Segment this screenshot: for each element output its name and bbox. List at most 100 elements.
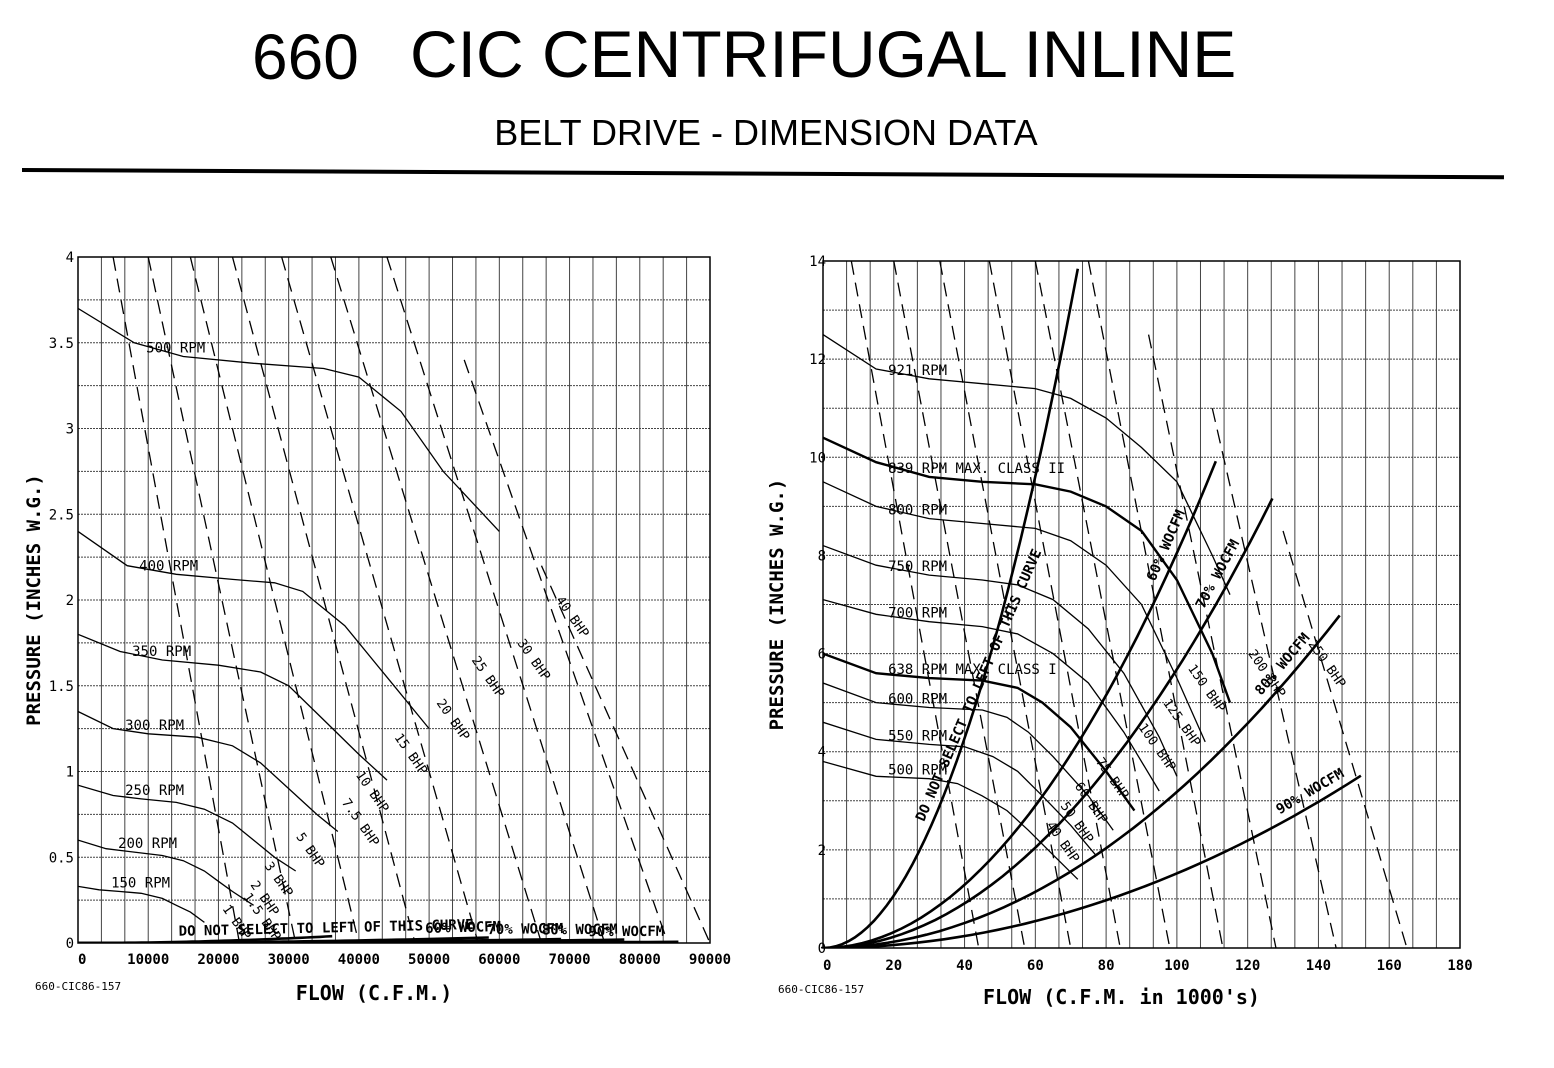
rpm-curve: [78, 633, 388, 781]
rpm-curve: [78, 307, 500, 532]
rpm-curve: [823, 652, 1136, 812]
rpm-curve: [78, 885, 205, 923]
rpm-curve: [823, 436, 1232, 704]
x-tick-label: 140: [1306, 958, 1331, 974]
rpm-curve-label: 300 RPM: [125, 718, 184, 734]
x-tick-label: 40: [956, 958, 973, 974]
bhp-dashed-line: [1087, 261, 1224, 948]
page-subtitle: BELT DRIVE - DIMENSION DATA: [494, 112, 1038, 153]
y-tick-label: 1.5: [49, 679, 74, 695]
right-chart-cfm-thousands: 921 RPM 839 RPM MAX. CLASS II 800 RPM 750 R…: [766, 254, 1473, 1009]
rpm-curve-label: 700 RPM: [888, 606, 947, 622]
rpm-curve: [78, 710, 339, 833]
x-tick-label: 40000: [338, 952, 380, 968]
bhp-dashed-line: [112, 257, 241, 943]
x-axis-label: FLOW (C.F.M. in 1000's): [983, 985, 1260, 1009]
y-axis-label: PRESSURE (INCHES W.G.): [766, 479, 788, 731]
y-tick-label: 3.5: [49, 336, 74, 352]
rpm-curve-label: 250 RPM: [125, 783, 184, 799]
rpm-curve-label: 150 RPM: [111, 876, 170, 892]
x-tick-label: 0: [823, 958, 831, 974]
bhp-dashed-line: [540, 565, 710, 943]
system-curve-label: DO NOT SELECT TO LEFT OF THIS CURVE: [913, 547, 1045, 824]
page-header: 660 CIC CENTRIFUGAL INLINE BELT DRIVE - …: [0, 0, 1554, 200]
bhp-dashed-line: [988, 261, 1121, 948]
system-curve-label: 90% WOCFM: [588, 924, 664, 940]
bhp-dashed-line: [850, 261, 980, 948]
rpm-curve: [78, 530, 430, 730]
rpm-curve-label: 350 RPM: [132, 644, 191, 660]
x-tick-label: 0: [78, 952, 86, 968]
system-curve-label: 60% WOCFM: [1144, 508, 1189, 584]
y-tick-label: 8: [818, 548, 826, 564]
rpm-curve-label: 200 RPM: [118, 836, 177, 852]
system-curve-label: 70% WOCFM: [487, 921, 563, 938]
rpm-curve: [823, 598, 1160, 792]
rpm-curve-label: 800 RPM: [888, 503, 947, 519]
y-tick-label: 4: [818, 745, 826, 761]
rpm-curve: [78, 784, 297, 872]
bhp-dashed-line: [893, 261, 1026, 948]
y-tick-label: 1: [66, 765, 74, 781]
x-tick-label: 180: [1447, 958, 1472, 974]
y-tick-label: 2: [818, 843, 826, 859]
bhp-dashed-line: [231, 257, 416, 943]
bhp-label: 5 BHP: [292, 830, 327, 871]
rpm-curve: [823, 760, 1079, 880]
bhp-dashed-line: [463, 359, 669, 943]
y-tick-label: 10: [809, 450, 826, 466]
x-tick-label: 70000: [548, 952, 590, 968]
x-tick-label: 20000: [197, 952, 239, 968]
model-number: 660: [252, 21, 359, 93]
y-tick-label: 0: [818, 941, 826, 957]
rpm-curve-label: 500 RPM: [146, 340, 205, 356]
system-curve: [823, 614, 1341, 948]
y-tick-label: 2: [66, 593, 74, 609]
bhp-dashed-line: [1282, 530, 1408, 948]
plot-frame: [822, 260, 1461, 949]
rpm-curve: [823, 682, 1114, 831]
system-curve: [823, 460, 1218, 948]
rpm-curve-label: 550 RPM: [888, 728, 947, 744]
system-curve: [78, 940, 679, 943]
bhp-dashed-line: [330, 257, 543, 943]
x-tick-label: 100: [1164, 958, 1189, 974]
x-axis-label: FLOW (C.F.M.): [296, 981, 453, 1005]
y-tick-label: 0.5: [49, 850, 74, 866]
rpm-curve-label: 839 RPM MAX. CLASS II: [888, 461, 1065, 477]
system-curve: [823, 774, 1362, 948]
rpm-curve-label: 600 RPM: [888, 692, 947, 708]
rpm-curve-label: 750 RPM: [888, 559, 947, 575]
rpm-curve-label: 638 RPM MAX. CLASS I: [888, 662, 1057, 678]
y-tick-label: 12: [809, 352, 826, 368]
plot-area: [823, 261, 1408, 948]
plot-area: [78, 257, 710, 943]
bhp-label: 100 BHP: [1135, 721, 1179, 775]
y-tick-label: 3: [66, 422, 74, 438]
rpm-curve: [78, 839, 254, 906]
drawing-code: 660-CIC86-157: [778, 983, 864, 996]
bhp-dashed-line: [1211, 408, 1337, 948]
bhp-dashed-line: [1147, 334, 1277, 948]
rpm-curve: [823, 334, 1231, 595]
x-tick-label: 60: [1027, 958, 1044, 974]
x-tick-label: 30000: [268, 952, 310, 968]
y-tick-label: 4: [66, 250, 74, 266]
system-curve-label: DO NOT SELECT TO LEFT OF THIS CURVE: [178, 917, 473, 940]
bhp-label: 25 BHP: [468, 654, 507, 701]
system-curve-label: 60% WOCFM: [425, 919, 501, 937]
x-tick-label: 120: [1235, 958, 1260, 974]
x-tick-label: 80000: [619, 952, 661, 968]
y-tick-label: 6: [818, 647, 826, 663]
page-title: CIC CENTRIFUGAL INLINE: [410, 17, 1237, 91]
y-tick-label: 14: [809, 254, 826, 270]
rpm-curve-label: 921 RPM: [888, 363, 947, 379]
y-tick-label: 2.5: [49, 507, 74, 523]
x-tick-label: 10000: [127, 952, 169, 968]
bhp-label: 150 BHP: [1184, 662, 1228, 716]
y-axis-label: PRESSURE (INCHES W.G.): [23, 474, 45, 726]
rpm-curve: [823, 481, 1206, 743]
rpm-curve: [823, 721, 1096, 856]
bhp-dashed-line: [147, 257, 297, 943]
